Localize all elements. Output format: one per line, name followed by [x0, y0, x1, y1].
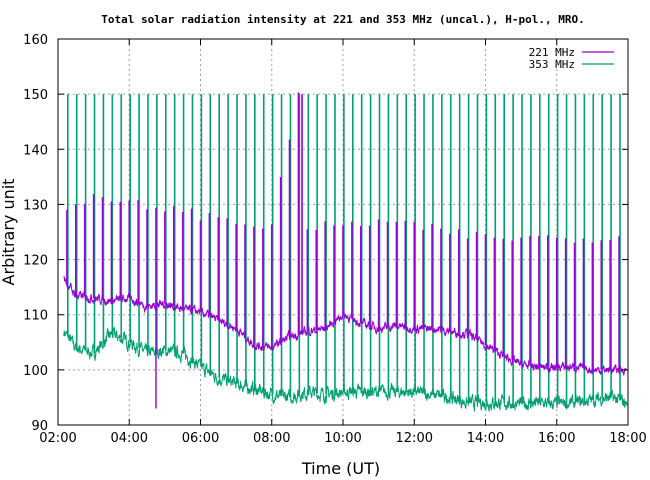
x-tick-label: 16:00 [538, 431, 575, 446]
y-tick-label: 140 [23, 143, 48, 158]
y-tick-label: 130 [23, 198, 48, 213]
x-tick-label: 08:00 [253, 431, 290, 446]
series-line-0 [63, 276, 628, 376]
y-axis-label: Arbitrary unit [0, 179, 18, 286]
tick-layer: 02:00 04:00 06:00 08:00 10:00 12:00 14:00 16:00… [23, 33, 647, 446]
y-tick-label: 120 [23, 254, 48, 269]
x-tick-label: 04:00 [111, 431, 148, 446]
y-tick-label: 100 [23, 364, 48, 379]
legend-label: 221 MHz [529, 46, 575, 59]
legend-label: 353 MHz [529, 58, 575, 71]
y-tick-label: 110 [23, 309, 48, 324]
x-tick-label: 06:00 [182, 431, 219, 446]
chart-title: Total solar radiation intensity at 221 a… [101, 13, 584, 26]
series-layer [63, 92, 628, 412]
x-axis-label: Time (UT) [301, 459, 380, 478]
y-tick-label: 90 [31, 419, 48, 434]
y-tick-label: 150 [23, 88, 48, 103]
x-tick-label: 02:00 [39, 431, 76, 446]
y-tick-label: 160 [23, 33, 48, 48]
x-tick-label: 18:00 [609, 431, 646, 446]
x-tick-label: 14:00 [467, 431, 504, 446]
x-tick-label: 10:00 [324, 431, 361, 446]
x-tick-label: 12:00 [396, 431, 433, 446]
series-line-1 [63, 326, 628, 412]
